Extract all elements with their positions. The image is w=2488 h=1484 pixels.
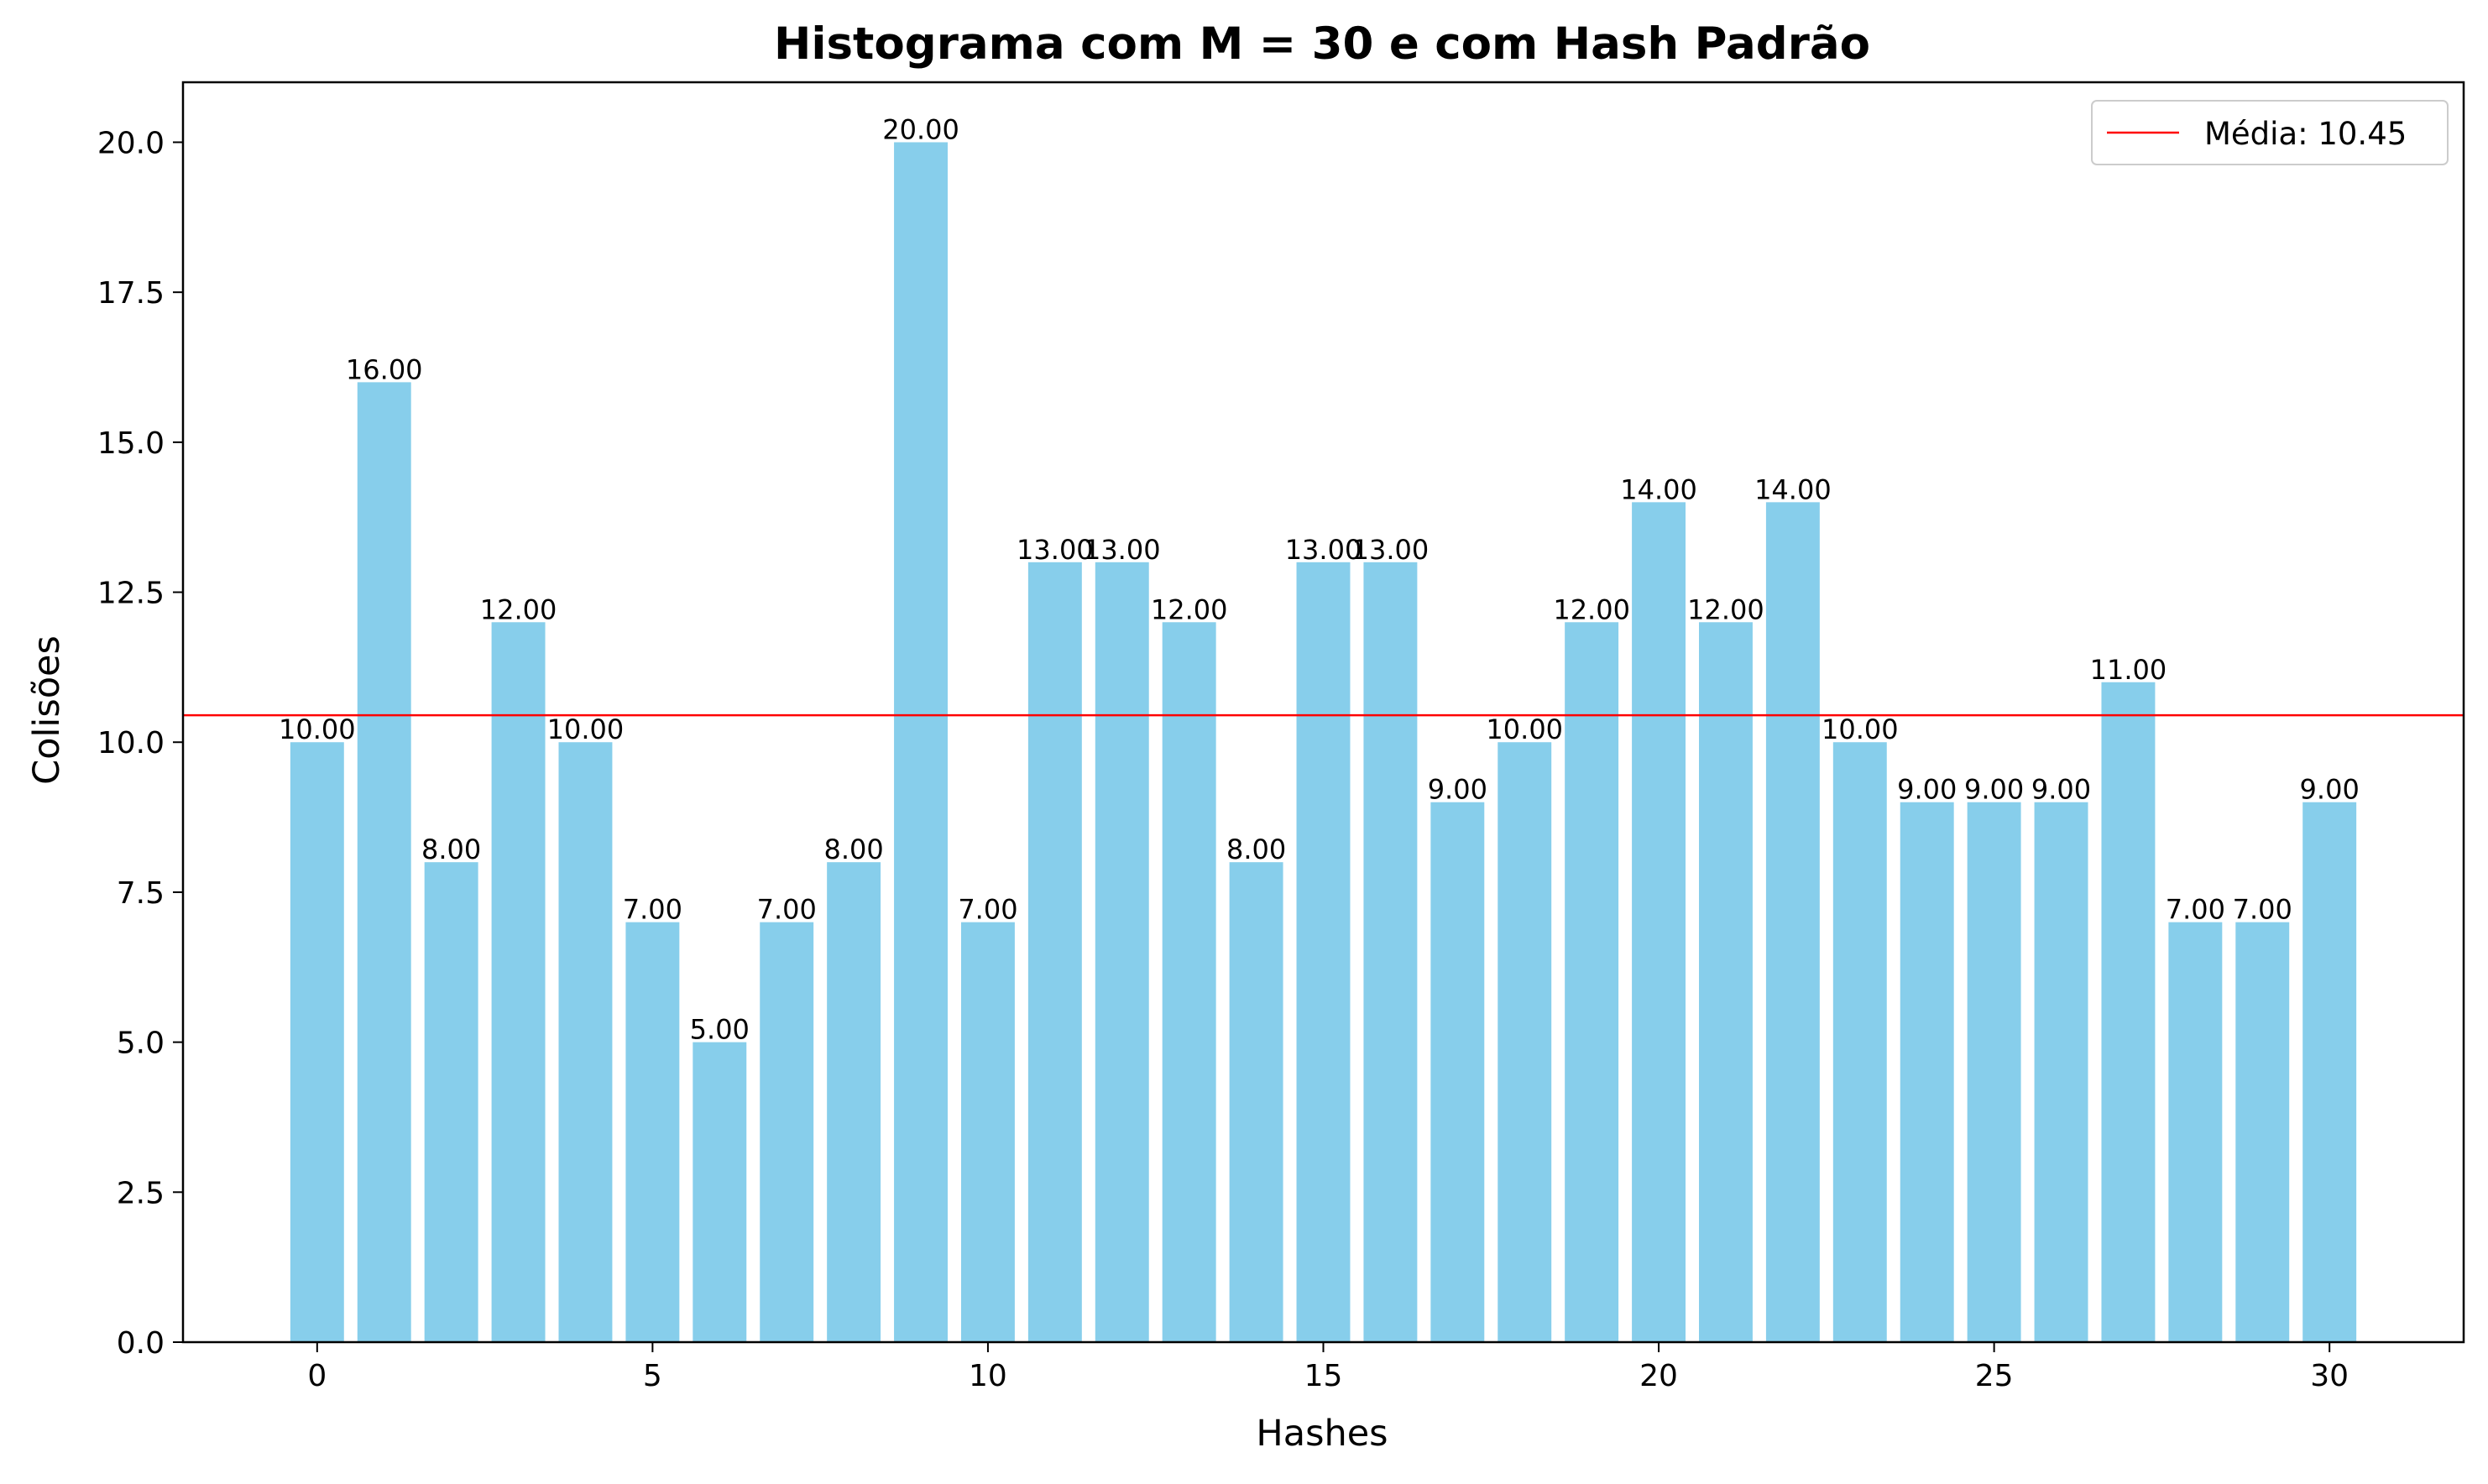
chart-title: Histograma com M = 30 e com Hash Padrão (774, 18, 1870, 70)
bar-value-label-20: 14.00 (1620, 473, 1697, 505)
bar-hash-25 (1967, 802, 2021, 1342)
y-tick-label: 20.0 (97, 126, 165, 160)
bar-hash-27 (2101, 682, 2156, 1342)
bar-value-label-25: 9.00 (1964, 774, 2024, 806)
bar-value-label-27: 11.00 (2090, 654, 2167, 686)
bar-value-label-18: 10.00 (1486, 713, 1563, 745)
bar-value-label-1: 16.00 (346, 353, 423, 385)
bar-hash-10 (960, 922, 1015, 1342)
bar-hash-1 (357, 382, 411, 1342)
bar-value-label-10: 7.00 (958, 894, 1017, 926)
bar-value-label-7: 7.00 (757, 894, 817, 926)
bar-hash-30 (2302, 802, 2357, 1342)
bar-value-label-22: 14.00 (1754, 473, 1832, 505)
x-tick-label: 15 (1304, 1359, 1343, 1393)
bar-hash-18 (1498, 742, 1552, 1342)
axes-layer: 0 5 10 15 20 25 30 0.0 2.5 5.0 7.5 10.0 12.5 15.0 17.5… (97, 81, 2465, 1393)
x-tick-label: 0 (307, 1359, 327, 1393)
y-tick-label: 17.5 (97, 276, 165, 311)
bar-value-label-30: 9.00 (2300, 774, 2360, 806)
bar-hash-5 (625, 922, 680, 1342)
bar-value-label-19: 12.00 (1553, 593, 1630, 625)
bar-hash-26 (2034, 802, 2088, 1342)
legend: Média: 10.45 (2091, 100, 2449, 165)
bar-value-label-2: 8.00 (421, 833, 481, 865)
bar-hash-16 (1363, 562, 1418, 1342)
bar-hash-0 (290, 742, 344, 1342)
y-axis-label: Colisões (26, 635, 68, 785)
bar-value-label-13: 12.00 (1151, 593, 1228, 625)
x-tick-label: 20 (1639, 1359, 1678, 1393)
bar-hash-15 (1296, 562, 1351, 1342)
data-labels-layer: 10.0016.008.0012.0010.007.005.007.008.00… (279, 113, 2360, 1045)
x-tick-label: 30 (2310, 1359, 2349, 1393)
bar-value-label-23: 10.00 (1822, 713, 1899, 745)
bar-value-label-29: 7.00 (2233, 894, 2292, 926)
bar-value-label-9: 20.00 (882, 113, 959, 145)
bar-value-label-24: 9.00 (1897, 774, 1957, 806)
bar-value-label-14: 8.00 (1226, 833, 1286, 865)
bar-value-label-15: 13.00 (1285, 534, 1362, 566)
bar-hash-7 (760, 922, 814, 1342)
bar-hash-3 (491, 622, 546, 1342)
legend-mean-label: Média: 10.45 (2204, 116, 2407, 152)
x-axis-label: Hashes (1256, 1413, 1388, 1455)
y-tick-label: 12.5 (97, 577, 165, 611)
bar-hash-28 (2168, 922, 2223, 1342)
bar-value-label-0: 10.00 (279, 713, 356, 745)
bar-value-label-21: 12.00 (1687, 593, 1764, 625)
bar-hash-4 (558, 742, 613, 1342)
bar-hash-13 (1162, 622, 1216, 1342)
x-tick-label: 10 (969, 1359, 1007, 1393)
bar-hash-9 (894, 142, 948, 1342)
bar-hash-17 (1430, 802, 1485, 1342)
legend-box (2091, 100, 2449, 165)
bar-hash-14 (1229, 862, 1283, 1342)
bar-hash-21 (1699, 622, 1753, 1342)
bar-hash-11 (1027, 562, 1082, 1342)
bar-value-label-12: 13.00 (1084, 534, 1161, 566)
x-tick-label: 5 (643, 1359, 662, 1393)
bar-hash-20 (1632, 502, 1686, 1342)
bar-hash-12 (1095, 562, 1149, 1342)
bar-value-label-28: 7.00 (2166, 894, 2225, 926)
y-tick-label: 15.0 (97, 426, 165, 461)
bar-value-label-4: 10.00 (547, 713, 625, 745)
bar-hash-29 (2235, 922, 2290, 1342)
bar-hash-24 (1900, 802, 1954, 1342)
y-tick-label: 5.0 (117, 1027, 165, 1061)
bar-value-label-17: 9.00 (1428, 774, 1487, 806)
bar-hash-8 (827, 862, 881, 1342)
y-tick-label: 2.5 (117, 1176, 165, 1210)
y-tick-label: 10.0 (97, 726, 165, 760)
bar-value-label-26: 9.00 (2031, 774, 2091, 806)
bar-value-label-8: 8.00 (823, 833, 883, 865)
x-tick-label: 25 (1975, 1359, 2014, 1393)
bar-hash-6 (693, 1042, 747, 1342)
bar-hash-19 (1565, 622, 1619, 1342)
bar-value-label-16: 13.00 (1352, 534, 1430, 566)
bar-hash-22 (1765, 502, 1820, 1342)
bar-hash-2 (424, 862, 478, 1342)
bar-value-label-3: 12.00 (480, 593, 557, 625)
bar-value-label-11: 13.00 (1017, 534, 1094, 566)
bar-value-label-6: 5.00 (690, 1014, 750, 1046)
bar-hash-23 (1832, 742, 1887, 1342)
y-tick-label: 0.0 (117, 1326, 165, 1361)
bars-layer (290, 142, 2357, 1342)
y-tick-label: 7.5 (117, 876, 165, 911)
bar-value-label-5: 7.00 (623, 894, 682, 926)
